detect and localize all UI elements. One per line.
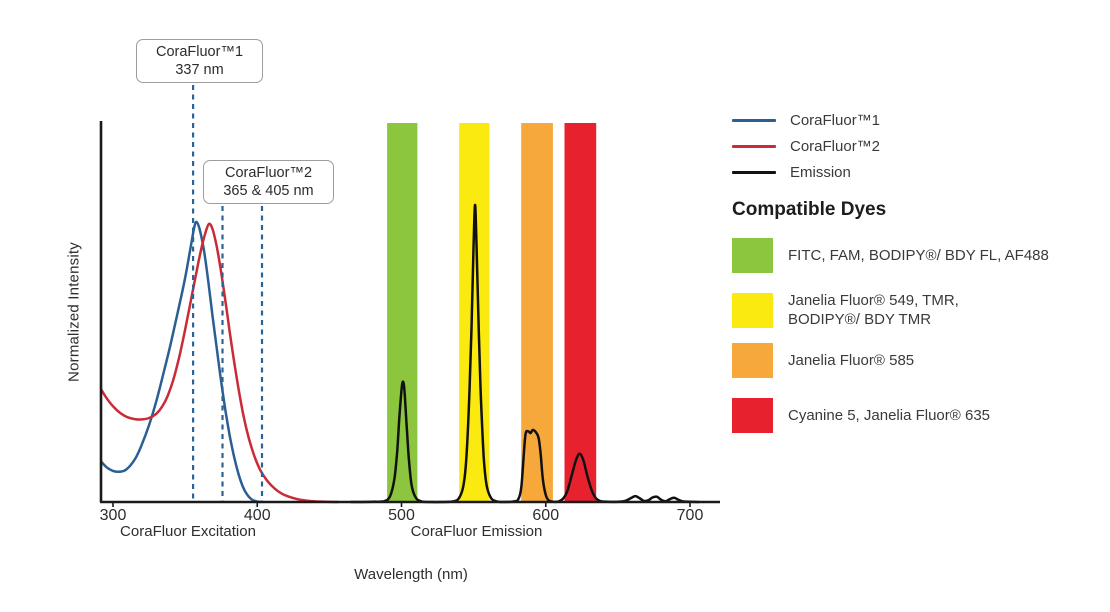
emission-filter-band-2: [521, 123, 553, 502]
dye-color-swatch: [732, 292, 773, 328]
dye-item-3: Cyanine 5, Janelia Fluor® 635: [732, 398, 990, 433]
x-tick-label-500: 500: [388, 507, 415, 524]
spectrum-curve-2: [349, 203, 700, 504]
axis-section-label-0: CoraFluor Excitation: [120, 523, 256, 540]
callout-corafluor1-wavelength: 337 nm: [175, 62, 224, 78]
compatible-dyes-heading: Compatible Dyes: [732, 199, 887, 220]
legend-item-2: Emission: [732, 162, 851, 182]
x-tick-label-400: 400: [243, 507, 271, 524]
dye-item-2: Janelia Fluor® 585: [732, 343, 914, 378]
legend-line-swatch: [732, 170, 776, 174]
dye-color-swatch: [732, 343, 773, 378]
dye-item-1: Janelia Fluor® 549, TMR, BODIPY®/ BDY TMR: [732, 291, 959, 329]
legend-item-0: CoraFluor™1: [732, 110, 880, 130]
emission-filter-band-0: [387, 123, 418, 502]
dye-color-swatch: [732, 398, 773, 433]
callout-corafluor2-name: CoraFluor™2: [224, 165, 313, 181]
axis-section-label-1: CoraFluor Emission: [410, 523, 543, 540]
dye-label: Janelia Fluor® 549, TMR, BODIPY®/ BDY TMR: [788, 292, 959, 328]
x-tick-label-600: 600: [532, 507, 560, 524]
callout-corafluor2: CoraFluor™2 365 & 405 nm: [203, 160, 334, 204]
spectrum-curve-1: [100, 222, 340, 504]
legend-label: CoraFluor™2: [790, 137, 881, 155]
legend-line-swatch: [732, 118, 776, 122]
dye-color-swatch: [732, 238, 773, 273]
legend-item-1: CoraFluor™2: [732, 136, 880, 156]
x-axis-title: Wavelength (nm): [354, 566, 468, 583]
y-axis-label: Normalized Intensity: [65, 242, 83, 382]
x-tick-label-700: 700: [676, 507, 704, 524]
legend-label: CoraFluor™1: [790, 111, 881, 129]
legend-line-swatch: [732, 144, 776, 148]
callout-corafluor1-name: CoraFluor™1: [155, 44, 244, 60]
x-tick-label-300: 300: [99, 507, 127, 524]
dye-label: Cyanine 5, Janelia Fluor® 635: [788, 407, 991, 424]
callout-corafluor2-wavelength: 365 & 405 nm: [223, 183, 314, 199]
dye-label: Janelia Fluor® 585: [788, 352, 915, 369]
spectrum-curve-0: [100, 220, 262, 504]
emission-filter-band-3: [564, 123, 597, 502]
dye-item-0: FITC, FAM, BODIPY®/ BDY FL, AF488: [732, 238, 1049, 273]
callout-corafluor1: CoraFluor™1 337 nm: [136, 39, 263, 83]
emission-filter-band-1: [459, 123, 490, 502]
dye-label: FITC, FAM, BODIPY®/ BDY FL, AF488: [788, 247, 1049, 264]
legend-label: Emission: [790, 163, 851, 181]
